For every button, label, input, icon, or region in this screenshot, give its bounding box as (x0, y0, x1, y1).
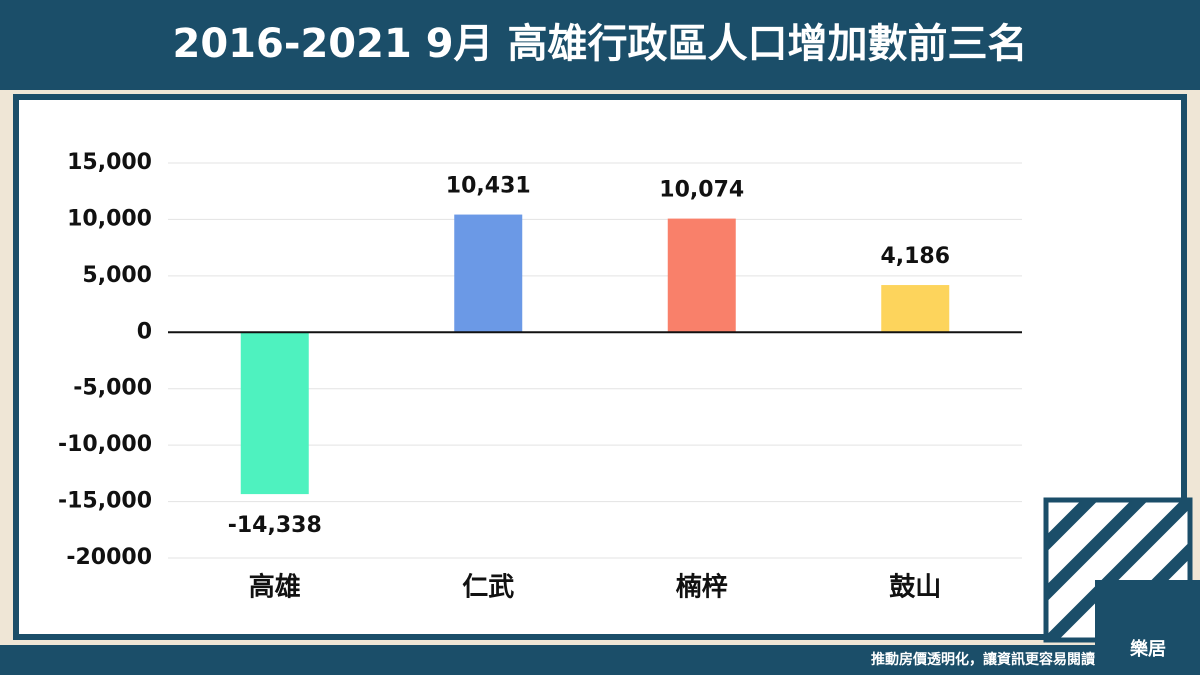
bar (454, 214, 523, 333)
x-tick-label: 楠梓 (676, 572, 728, 603)
y-tick-label: 0 (137, 319, 152, 344)
corner-fold (1043, 497, 1200, 650)
value-label: 4,186 (880, 244, 950, 269)
y-tick-label: 15,000 (67, 150, 152, 175)
y-tick-label: 10,000 (67, 206, 152, 231)
value-label: 10,431 (446, 174, 531, 199)
value-label: -14,338 (228, 513, 322, 538)
x-tick-label: 高雄 (249, 572, 301, 603)
card (13, 94, 1187, 640)
y-tick-label: -15,000 (58, 489, 152, 514)
y-tick-label: 5,000 (82, 263, 152, 288)
bar (881, 285, 950, 333)
footer-slogan: 推動房價透明化，讓資訊更容易閱讀 (871, 651, 1095, 668)
footer-band (0, 645, 1200, 675)
x-tick-label: 仁武 (462, 573, 514, 603)
y-tick-label: -10,000 (58, 432, 152, 457)
x-tick-label: 鼓山 (889, 573, 941, 603)
bar (240, 332, 309, 495)
bar (667, 218, 736, 333)
value-label: 10,074 (659, 178, 744, 203)
y-tick-label: -5,000 (73, 376, 152, 401)
logo: 樂居 (1130, 638, 1166, 660)
y-tick-label: -20000 (66, 545, 152, 570)
header-band (0, 0, 1200, 90)
chart-title: 2016-2021 9月 高雄行政區人口增加數前三名 (173, 21, 1028, 67)
